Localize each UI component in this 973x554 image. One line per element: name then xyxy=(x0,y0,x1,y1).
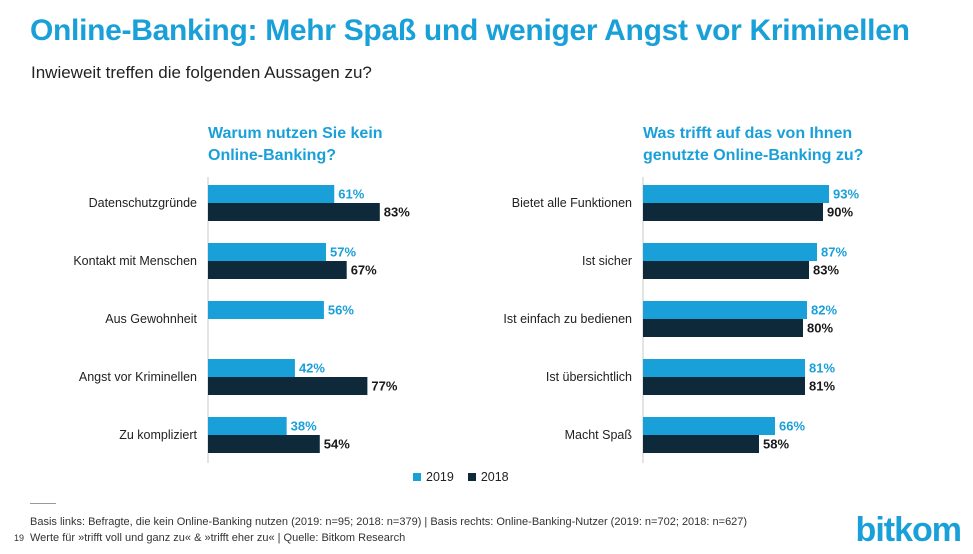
left-value-label-2018-0: 83% xyxy=(384,205,410,220)
legend-label-2018: 2018 xyxy=(480,470,509,484)
right-value-label-2018-3: 81% xyxy=(809,379,835,394)
legend: 2019 2018 xyxy=(413,470,509,484)
right-value-label-2018-2: 80% xyxy=(807,321,833,336)
left-category-label-2: Aus Gewohnheit xyxy=(105,312,197,326)
right-category-label-1: Ist sicher xyxy=(582,254,632,268)
right-value-label-2018-4: 58% xyxy=(763,437,789,452)
right-bar-2019-2 xyxy=(643,301,807,319)
left-bar-2018-4 xyxy=(208,435,320,453)
legend-item-2019: 2019 xyxy=(413,470,454,484)
right-category-label-0: Bietet alle Funktionen xyxy=(512,196,632,210)
left-bar-2018-1 xyxy=(208,261,347,279)
right-value-label-2018-0: 90% xyxy=(827,205,853,220)
left-value-label-2019-3: 42% xyxy=(299,361,325,376)
footnote-basis: Basis links: Befragte, die kein Online-B… xyxy=(30,516,748,528)
legend-swatch-2019 xyxy=(413,473,421,481)
legend-swatch-2018 xyxy=(467,473,476,481)
left-bar-2019-1 xyxy=(208,243,326,261)
bitkom-logo: bitkom xyxy=(855,511,962,549)
left-value-label-2019-1: 57% xyxy=(330,245,356,260)
left-bar-2019-3 xyxy=(208,359,295,377)
left-category-label-3: Angst vor Kriminellen xyxy=(79,370,197,384)
right-bar-2018-0 xyxy=(643,203,823,221)
left-value-label-2018-3: 77% xyxy=(371,379,397,394)
left-bar-2018-3 xyxy=(208,377,368,395)
right-bar-2018-1 xyxy=(643,261,809,279)
right-chart-title: Was trifft auf das von Ihnen genutzte On… xyxy=(643,123,923,167)
page-title: Online-Banking: Mehr Spaß und weniger An… xyxy=(30,14,910,47)
left-bar-2019-0 xyxy=(208,185,335,203)
left-chart-title: Warum nutzen Sie kein Online-Banking? xyxy=(208,123,438,167)
right-chart-title-line-1: Was trifft auf das von Ihnen xyxy=(643,125,853,142)
left-value-label-2019-0: 61% xyxy=(338,187,364,202)
right-value-label-2019-0: 93% xyxy=(833,187,859,202)
page-number: 19 xyxy=(14,533,25,543)
right-value-label-2019-4: 66% xyxy=(779,419,805,434)
left-value-label-2019-4: 38% xyxy=(291,419,317,434)
right-bar-2019-4 xyxy=(643,417,775,435)
footnote-divider xyxy=(30,503,56,504)
right-bar-2018-3 xyxy=(643,377,805,395)
left-category-label-4: Zu kompliziert xyxy=(119,428,197,442)
right-category-label-3: Ist übersichtlich xyxy=(546,370,632,384)
left-bar-2018-0 xyxy=(208,203,380,221)
left-bar-2019-2 xyxy=(208,301,324,319)
right-value-label-2018-1: 83% xyxy=(813,263,839,278)
right-value-label-2019-1: 87% xyxy=(821,245,847,260)
left-chart-title-line-2: Online-Banking? xyxy=(208,147,336,164)
right-value-label-2019-3: 81% xyxy=(809,361,835,376)
right-category-label-2: Ist einfach zu bedienen xyxy=(503,312,632,326)
right-category-label-4: Macht Spaß xyxy=(565,428,633,442)
right-bar-2019-0 xyxy=(643,185,829,203)
left-value-label-2018-1: 67% xyxy=(351,263,377,278)
right-bar-2018-2 xyxy=(643,319,803,337)
right-bar-2019-1 xyxy=(643,243,817,261)
left-value-label-2019-2: 56% xyxy=(328,303,354,318)
left-value-label-2018-4: 54% xyxy=(324,437,350,452)
right-chart-title-line-2: genutzte Online-Banking zu? xyxy=(643,147,864,164)
footnote-values: Werte für »trifft voll und ganz zu« & »t… xyxy=(30,532,406,544)
left-category-label-1: Kontakt mit Menschen xyxy=(73,254,197,268)
right-bar-2018-4 xyxy=(643,435,759,453)
page-subtitle: Inwieweit treffen die folgenden Aussagen… xyxy=(31,63,372,82)
left-bar-2019-4 xyxy=(208,417,287,435)
left-chart-title-line-1: Warum nutzen Sie kein xyxy=(208,125,383,142)
left-category-label-0: Datenschutzgründe xyxy=(89,196,197,210)
legend-label-2019: 2019 xyxy=(426,470,454,484)
right-bar-2019-3 xyxy=(643,359,805,377)
right-value-label-2019-2: 82% xyxy=(811,303,837,318)
legend-item-2018: 2018 xyxy=(467,470,509,484)
